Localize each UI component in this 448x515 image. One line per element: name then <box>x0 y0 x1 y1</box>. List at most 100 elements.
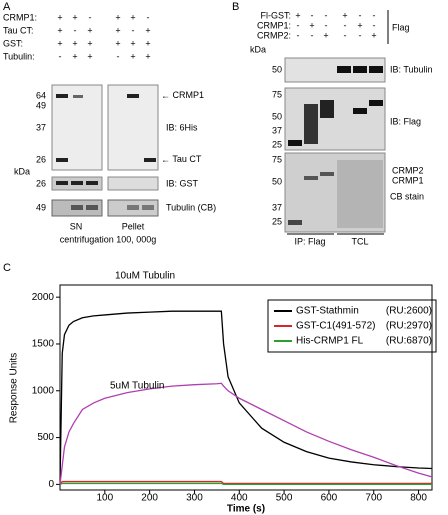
sign: - <box>344 30 347 40</box>
band-label: Tau CT <box>172 154 202 164</box>
sign: - <box>373 10 376 20</box>
sign: + <box>57 38 62 48</box>
panel-letter: A <box>3 1 11 13</box>
blot-tubulin-cb <box>51 199 159 217</box>
sign: + <box>342 10 347 20</box>
legend-label: His-CRMP1 FL <box>296 336 364 347</box>
row-label: Tau CT: <box>3 25 34 35</box>
x-tick-label: 300 <box>186 493 203 504</box>
band-label: CRMP1 <box>173 90 205 100</box>
x-tick-label: 700 <box>365 493 382 504</box>
x-tick-label: 800 <box>410 493 427 504</box>
x-tick-label: 200 <box>141 493 158 504</box>
sign: + <box>357 20 362 30</box>
legend-label: GST-C1(491-572) <box>296 321 375 332</box>
y-tick-label: 1000 <box>32 385 55 396</box>
sign: - <box>74 25 77 35</box>
blot-flag <box>284 87 386 151</box>
row-label: Fl-GST: <box>261 10 292 20</box>
sign: + <box>371 30 376 40</box>
y-tick-label: 1500 <box>32 339 55 350</box>
y-tick-label: 500 <box>37 432 54 443</box>
plot-frame <box>59 284 433 491</box>
row-label: CRMP2: <box>257 30 291 40</box>
sign: + <box>130 51 135 61</box>
marker-label: 37 <box>36 122 46 132</box>
marker-label: 75 <box>272 154 282 164</box>
blot-cb <box>284 152 386 233</box>
group-label: Pellet <box>122 221 145 231</box>
sign: + <box>115 38 120 48</box>
marker-label: 26 <box>36 154 46 164</box>
group-label: SN <box>70 221 83 231</box>
kda-label: kDa <box>14 166 30 176</box>
annotation: 5uM Tubulin <box>110 381 164 392</box>
sign: - <box>117 51 120 61</box>
blot-label: IB: GST <box>166 178 199 188</box>
band-label: CRMP1 <box>392 175 424 185</box>
legend-label: GST-Stathmin <box>296 306 359 317</box>
blot-gst <box>51 176 159 191</box>
sign: - <box>373 20 376 30</box>
y-tick-label: 2000 <box>32 292 55 303</box>
sign: - <box>132 25 135 35</box>
x-tick-label: 400 <box>231 493 248 504</box>
series-line <box>59 382 433 485</box>
band-label: CRMP2 <box>392 165 424 175</box>
marker-label: 75 <box>272 89 282 99</box>
sign: + <box>72 38 77 48</box>
sign: + <box>87 51 92 61</box>
sign: + <box>72 51 77 61</box>
sign: + <box>130 12 135 22</box>
caption: centrifugation 100, 000g <box>60 234 157 244</box>
legend-ru: (RU:2970) <box>386 321 432 332</box>
sign: + <box>323 30 328 40</box>
group-label: TCL <box>351 236 368 246</box>
marker-label: 25 <box>272 216 282 226</box>
sign: + <box>115 12 120 22</box>
sign: + <box>87 38 92 48</box>
legend <box>267 299 437 353</box>
blot-tubulin <box>284 57 386 83</box>
marker-label: 49 <box>36 202 46 212</box>
sign: + <box>87 25 92 35</box>
series-line <box>59 310 433 485</box>
panel-letter: C <box>3 262 11 274</box>
sign: + <box>145 38 150 48</box>
annotation: 10uM Tubulin <box>115 271 175 282</box>
sign: + <box>145 51 150 61</box>
marker-label: 50 <box>272 64 282 74</box>
sign: - <box>311 30 314 40</box>
marker-label: 49 <box>36 100 46 110</box>
sign: - <box>89 12 92 22</box>
sign: - <box>325 10 328 20</box>
sign: + <box>57 12 62 22</box>
band-label: ← CRMP1 <box>161 90 204 100</box>
marker-label: 37 <box>272 125 282 135</box>
row-label: CRMP1: <box>3 12 37 22</box>
y-tick-label: 0 <box>48 479 54 490</box>
sign: - <box>297 20 300 30</box>
marker-label: 50 <box>272 176 282 186</box>
sign: - <box>359 30 362 40</box>
kda-label: kDa <box>250 44 266 54</box>
panel-letter: B <box>232 1 239 13</box>
blot-label: Tubulin (CB) <box>166 202 216 212</box>
sign: + <box>57 25 62 35</box>
marker-label: 25 <box>272 139 282 149</box>
sign: + <box>130 38 135 48</box>
sign: - <box>59 51 62 61</box>
sign: - <box>297 30 300 40</box>
marker-label: 50 <box>272 111 282 121</box>
sign: + <box>145 25 150 35</box>
row-label: CRMP1: <box>257 20 291 30</box>
legend-ru: (RU:6870) <box>386 336 432 347</box>
sign: - <box>311 10 314 20</box>
x-tick-label: 500 <box>276 493 293 504</box>
sign: + <box>115 25 120 35</box>
sign: + <box>295 10 300 20</box>
series-line <box>59 480 432 485</box>
marker-label: 37 <box>272 202 282 212</box>
blot-label: IB: Flag <box>390 116 421 126</box>
